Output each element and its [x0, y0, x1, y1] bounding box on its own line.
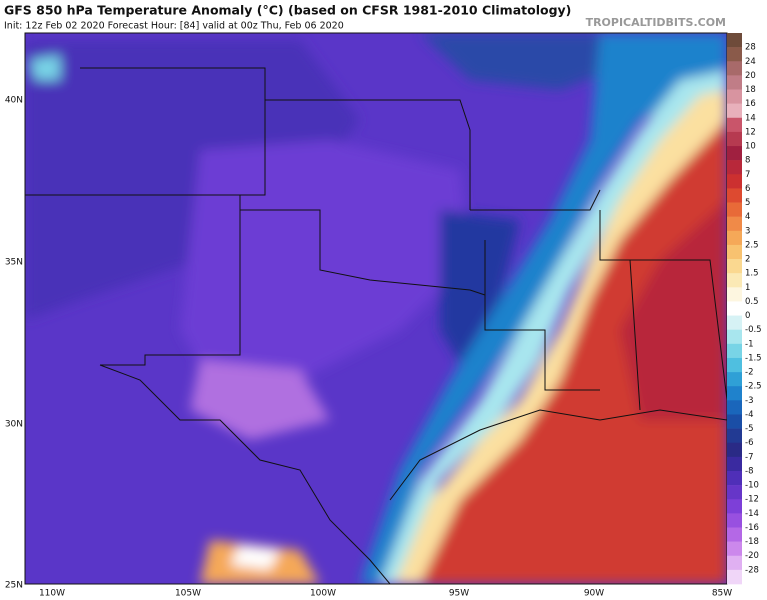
colorbar-label: -2: [745, 368, 753, 378]
colorbar-swatch: [727, 216, 742, 232]
colorbar-label: -20: [745, 551, 759, 561]
colorbar-label: -28: [745, 565, 759, 575]
colorbar-label: -6: [745, 438, 753, 448]
colorbar-label: 10: [745, 142, 756, 152]
lon-label: 105W: [175, 589, 201, 599]
colorbar-label: 14: [745, 113, 756, 123]
colorbar-swatch: [727, 442, 742, 458]
lon-label: 85W: [712, 589, 732, 599]
colorbar-swatch: [727, 357, 742, 373]
colorbar-label: 24: [745, 57, 756, 67]
lat-label: 40N: [5, 96, 23, 106]
colorbar-swatch: [727, 428, 742, 444]
colorbar-label: 20: [745, 71, 756, 81]
colorbar-swatch: [727, 372, 742, 387]
colorbar-label: -12: [745, 495, 759, 505]
colorbar-label: -1: [745, 339, 753, 349]
colorbar-swatch: [727, 174, 742, 189]
colorbar-swatch: [727, 47, 742, 62]
colorbar-label: -10: [745, 481, 759, 491]
colorbar-label: -1.5: [745, 353, 762, 363]
colorbar-swatch: [727, 131, 742, 147]
colorbar-label: 4: [745, 212, 750, 222]
colorbar-swatch: [727, 386, 742, 401]
colorbar-label: 2.5: [745, 240, 759, 250]
colorbar-swatch: [727, 400, 742, 415]
colorbar-swatch: [727, 499, 742, 514]
colorbar-label: 7: [745, 170, 750, 180]
colorbar-swatch: [727, 287, 742, 302]
colorbar-swatch: [727, 541, 742, 557]
colorbar-swatch: [727, 202, 742, 217]
colorbar-swatch: [727, 329, 742, 345]
colorbar-label: -18: [745, 537, 759, 547]
colorbar-label: 3: [745, 226, 750, 236]
colorbar-label: -5: [745, 424, 753, 434]
colorbar-label: -4: [745, 410, 753, 420]
colorbar-swatch: [727, 527, 742, 542]
title: GFS 850 hPa Temperature Anomaly (°C) (ba…: [4, 3, 571, 18]
colorbar-swatch: [727, 315, 742, 330]
colorbar-swatch: [727, 273, 742, 288]
colorbar-swatch: [727, 61, 742, 76]
colorbar-swatch: [727, 146, 742, 161]
borders: [25, 67, 727, 584]
site-credit: TROPICALTIDBITS.COM: [586, 16, 726, 29]
colorbar-label: 18: [745, 85, 756, 95]
lon-label: 100W: [310, 589, 336, 599]
colorbar-swatch: [727, 259, 742, 274]
colorbar-swatch: [727, 456, 742, 472]
colorbar-label: 16: [745, 99, 756, 109]
colorbar-label: 28: [745, 43, 756, 53]
colorbar-swatch: [727, 230, 742, 246]
colorbar-swatch: [727, 470, 742, 486]
colorbar-label: -16: [745, 523, 759, 533]
colorbar-label: -8: [745, 466, 753, 476]
colorbar-swatch: [727, 343, 742, 359]
colorbar-swatch: [727, 160, 742, 175]
colorbar-label: 8: [745, 156, 750, 166]
lat-label: 30N: [5, 420, 23, 430]
colorbar-swatch: [727, 75, 742, 90]
colorbar-swatch: [727, 414, 742, 429]
colorbar-swatch: [727, 244, 742, 260]
lon-label: 110W: [39, 589, 65, 599]
colorbar-label: 0.5: [745, 297, 759, 307]
colorbar-label: 1.5: [745, 269, 759, 279]
colorbar-swatch: [727, 117, 742, 133]
lat-label: 25N: [5, 581, 23, 591]
lon-label: 90W: [584, 589, 604, 599]
colorbar-swatch: [727, 569, 742, 585]
colorbar-swatch: [727, 301, 742, 316]
colorbar-swatch: [727, 103, 742, 119]
colorbar-label: -0.5: [745, 325, 762, 335]
colorbar-label: 0: [745, 311, 750, 321]
colorbar-swatch: [727, 33, 742, 48]
colorbar-label: -2.5: [745, 382, 762, 392]
colorbar-label: 2: [745, 255, 750, 265]
colorbar-label: 5: [745, 198, 750, 208]
colorbar-swatch: [727, 188, 742, 203]
colorbar-label: -7: [745, 452, 753, 462]
colorbar-swatch: [727, 513, 742, 528]
colorbar-label: -14: [745, 509, 759, 519]
lat-label: 35N: [5, 258, 23, 268]
map: [25, 33, 727, 584]
colorbar-label: 1: [745, 283, 750, 293]
colorbar-label: 6: [745, 184, 750, 194]
subtitle: Init: 12z Feb 02 2020 Forecast Hour: [84…: [4, 21, 344, 32]
colorbar-label: 12: [745, 127, 756, 137]
colorbar-swatch: [727, 89, 742, 104]
colorbar-label: -3: [745, 396, 753, 406]
colorbar-swatch: [727, 555, 742, 571]
colorbar-swatch: [727, 485, 742, 500]
lon-label: 95W: [449, 589, 469, 599]
